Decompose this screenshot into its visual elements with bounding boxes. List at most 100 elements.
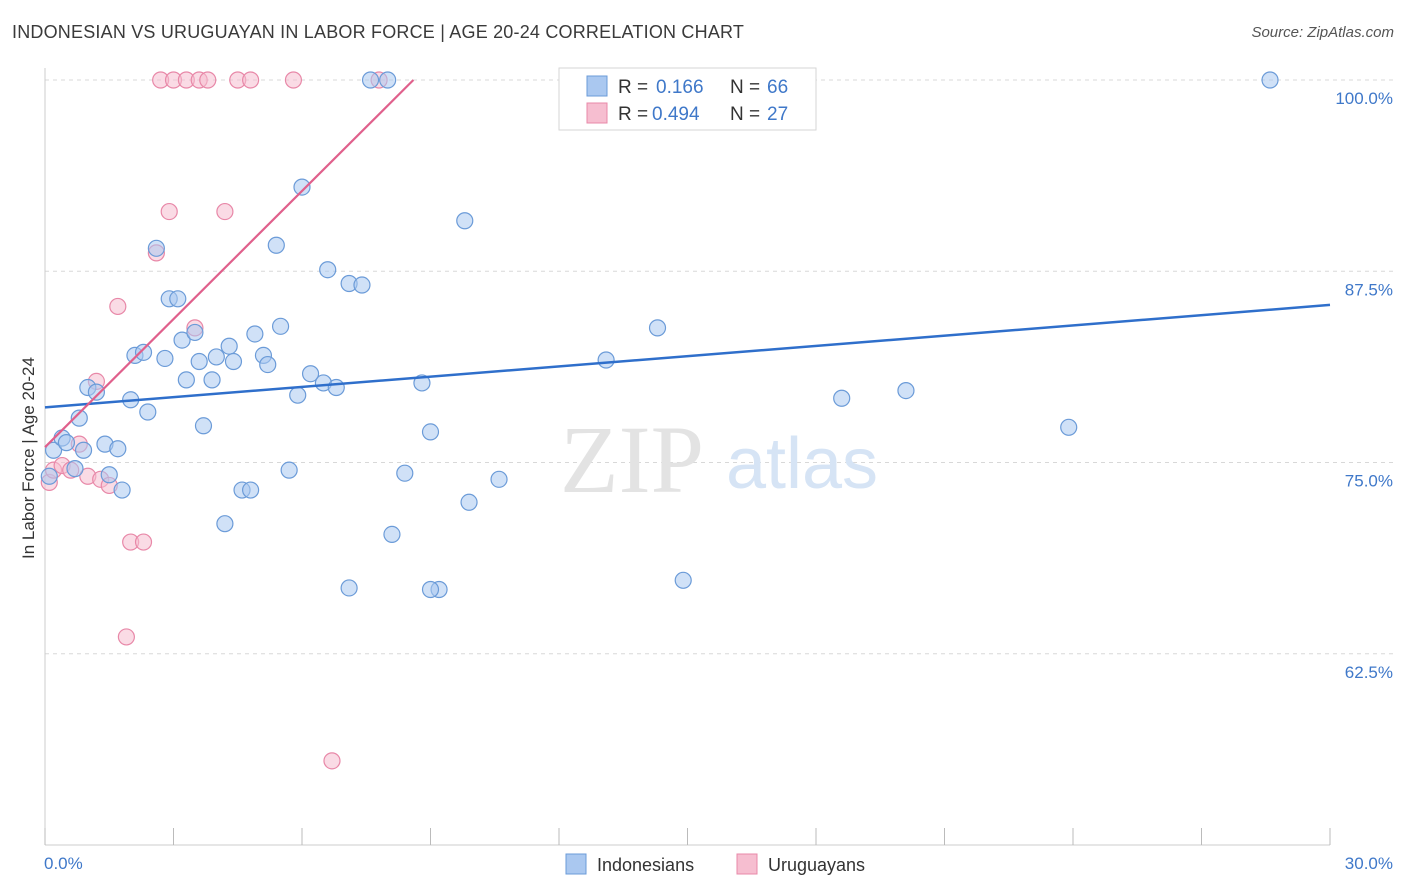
legend-n-value-1: 66 — [767, 77, 788, 98]
indonesian-point — [100, 466, 118, 484]
legend-n-label-1: N = — [730, 77, 760, 98]
uruguayan-point — [117, 628, 135, 646]
indonesian-point — [40, 467, 58, 485]
trend-line-indonesians — [44, 303, 1331, 409]
indonesian-point — [1060, 418, 1078, 436]
y-tick-labels: 62.5% 75.0% 87.5% 100.0% — [1335, 89, 1393, 682]
indonesian-point — [220, 337, 238, 355]
chart-title: INDONESIAN VS URUGUAYAN IN LABOR FORCE |… — [12, 22, 745, 42]
indonesian-point — [44, 441, 63, 459]
axes — [44, 68, 1331, 846]
indonesian-point — [293, 178, 311, 196]
legend-r-label-1: R = — [618, 77, 648, 98]
uruguayan-point — [160, 202, 178, 221]
indonesian-point — [327, 378, 345, 397]
y-axis-title: In Labor Force | Age 20-24 — [19, 357, 38, 559]
indonesian-point — [833, 389, 851, 407]
indonesian-point — [1261, 71, 1279, 89]
indonesian-point — [207, 348, 225, 366]
legend-n-value-2: 27 — [767, 104, 788, 125]
indonesian-point — [134, 343, 153, 361]
indonesian-point — [340, 579, 358, 597]
indonesian-point — [203, 371, 221, 389]
indonesian-point — [194, 417, 213, 435]
indonesian-point — [648, 319, 667, 337]
indonesian-point — [421, 423, 440, 441]
indonesian-point — [383, 525, 401, 544]
indonesian-point — [224, 352, 243, 371]
indonesian-point — [301, 365, 320, 383]
indonesian-point — [246, 325, 264, 343]
watermark-atlas: atlas — [726, 424, 878, 504]
uruguayan-point — [284, 71, 303, 89]
legend-r-label-2: R = — [618, 104, 648, 125]
uruguayan-point — [199, 71, 217, 89]
uruguayan-point — [216, 202, 234, 221]
x-tick-label: 0.0% — [44, 854, 83, 873]
series-indonesians — [40, 71, 1279, 599]
indonesian-point — [147, 239, 165, 257]
indonesian-point — [396, 464, 414, 482]
uruguayan-point — [323, 752, 341, 770]
indonesian-point — [267, 236, 285, 254]
uruguayan-point — [134, 533, 153, 551]
indonesian-point — [177, 371, 195, 389]
bottom-legend-swatch-indonesians — [565, 853, 587, 875]
series-legend: Indonesians Uruguayans — [565, 853, 865, 875]
indonesian-point — [74, 441, 93, 459]
legend-n-label-2: N = — [730, 104, 760, 125]
indonesian-point — [289, 386, 307, 404]
x-tick-labels: 0.0% 30.0% — [44, 854, 1393, 873]
indonesian-point — [490, 470, 508, 488]
indonesian-point — [186, 323, 204, 342]
indonesian-point — [57, 434, 76, 452]
y-tick-label: 75.0% — [1345, 472, 1393, 491]
indonesian-point — [897, 381, 915, 400]
x-tick-label: 30.0% — [1345, 854, 1393, 873]
bottom-legend-uruguayans: Uruguayans — [768, 855, 865, 875]
indonesian-point — [242, 481, 260, 499]
indonesian-point — [361, 71, 380, 89]
indonesian-point — [319, 261, 337, 279]
watermark: ZIP atlas — [560, 406, 878, 513]
uruguayan-point — [109, 297, 127, 316]
y-tick-label: 100.0% — [1335, 89, 1393, 108]
indonesian-point — [173, 331, 191, 349]
indonesian-point — [190, 352, 208, 371]
trend-lines — [44, 79, 1331, 448]
uruguayan-point — [242, 71, 260, 89]
y-tick-label: 62.5% — [1345, 663, 1393, 682]
indonesian-point — [139, 403, 157, 421]
grid-lines — [45, 79, 1395, 655]
source-label: Source: ZipAtlas.com — [1251, 24, 1394, 41]
indonesian-point — [421, 580, 440, 599]
indonesian-point — [280, 461, 298, 479]
bottom-legend-swatch-uruguayans — [736, 853, 758, 875]
indonesian-point — [156, 349, 174, 368]
indonesian-point — [674, 571, 692, 589]
correlation-legend: R = 0.166 N = 66 R = 0.494 N = 27 — [558, 67, 817, 131]
indonesian-point — [216, 515, 234, 533]
legend-r-value-1: 0.166 — [656, 77, 704, 98]
indonesian-point — [413, 374, 431, 392]
indonesian-point — [597, 351, 615, 369]
watermark-zip: ZIP — [560, 406, 704, 513]
indonesian-point — [70, 409, 88, 427]
series-uruguayans — [40, 71, 388, 770]
indonesian-point — [87, 383, 106, 401]
trend-line-uruguayans — [44, 79, 415, 448]
legend-r-value-2: 0.494 — [652, 104, 700, 125]
indonesian-point — [379, 71, 397, 89]
indonesian-point — [109, 440, 127, 458]
indonesian-point — [271, 317, 290, 335]
indonesian-point — [66, 460, 84, 478]
indonesian-point — [169, 290, 187, 308]
indonesian-point — [353, 276, 371, 294]
bottom-legend-indonesians: Indonesians — [597, 855, 694, 875]
legend-swatch-indonesians — [586, 75, 608, 97]
legend-swatch-uruguayans — [586, 102, 608, 124]
indonesian-point — [259, 355, 277, 374]
indonesian-point — [113, 481, 131, 499]
indonesian-point — [460, 493, 478, 511]
